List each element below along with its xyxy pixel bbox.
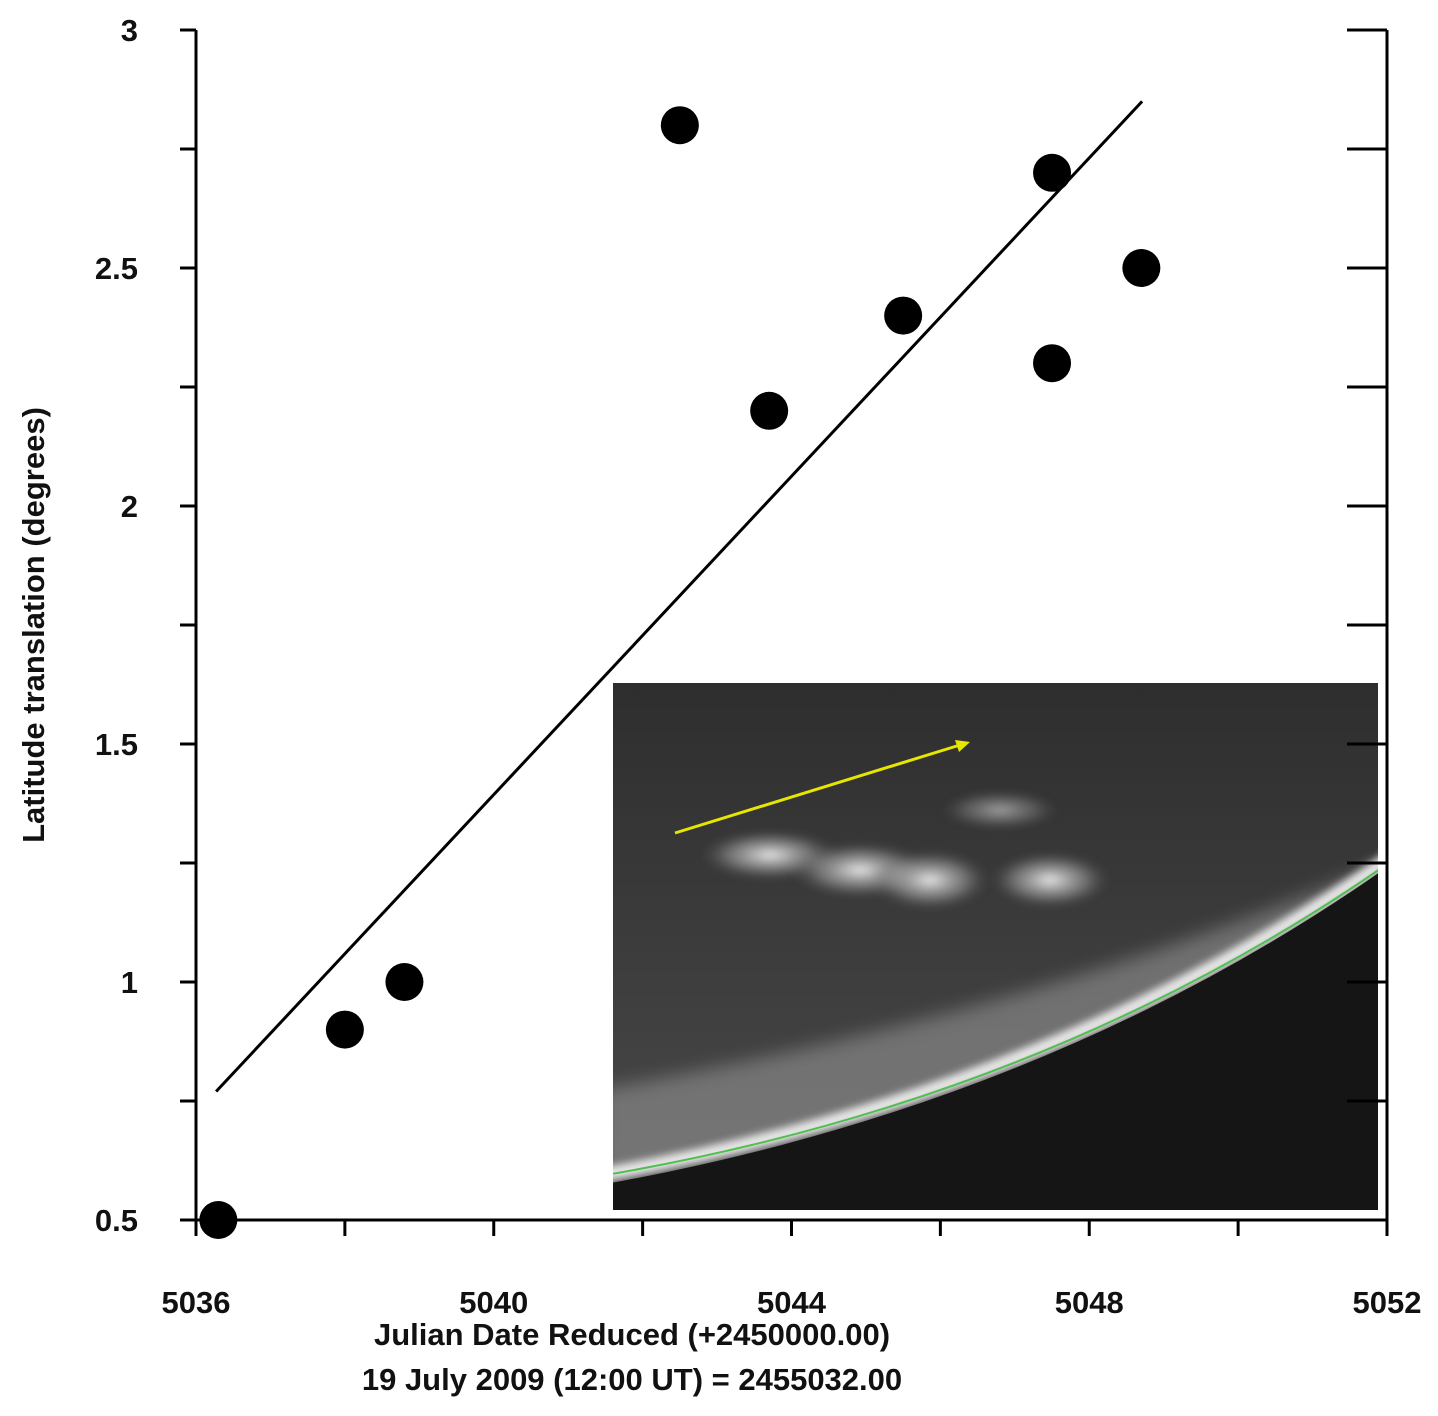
x-tick-label: 5044 [757,1285,827,1320]
data-point [884,296,923,335]
y-tick-label: 1 [121,965,138,1000]
data-point [325,1010,364,1049]
y-tick-label: 2 [121,489,138,524]
x-axis-label: Julian Date Reduced (+2450000.00) [374,1317,890,1352]
y-tick-label: 1.5 [95,727,138,762]
inset-image [613,683,1378,1210]
data-point [1122,249,1161,287]
data-point [750,391,789,430]
fit-line [215,100,1144,1093]
y-tick-label: 2.5 [95,251,138,286]
data-point [199,1201,238,1239]
x-tick-label: 5040 [459,1285,528,1320]
x-tick-label: 5036 [162,1285,231,1320]
x-axis-label: 19 July 2009 (12:00 UT) = 2455032.00 [362,1362,902,1397]
y-tick-label: 3 [121,13,138,48]
data-point [1033,344,1072,383]
y-axis-label: Latitude translation (degrees) [16,407,51,843]
data-point [1033,153,1072,192]
x-tick-label: 5052 [1353,1285,1422,1320]
data-point [385,963,424,1001]
y-tick-label: 0.5 [95,1203,138,1238]
data-point [660,106,699,145]
x-tick-label: 5048 [1055,1285,1124,1320]
